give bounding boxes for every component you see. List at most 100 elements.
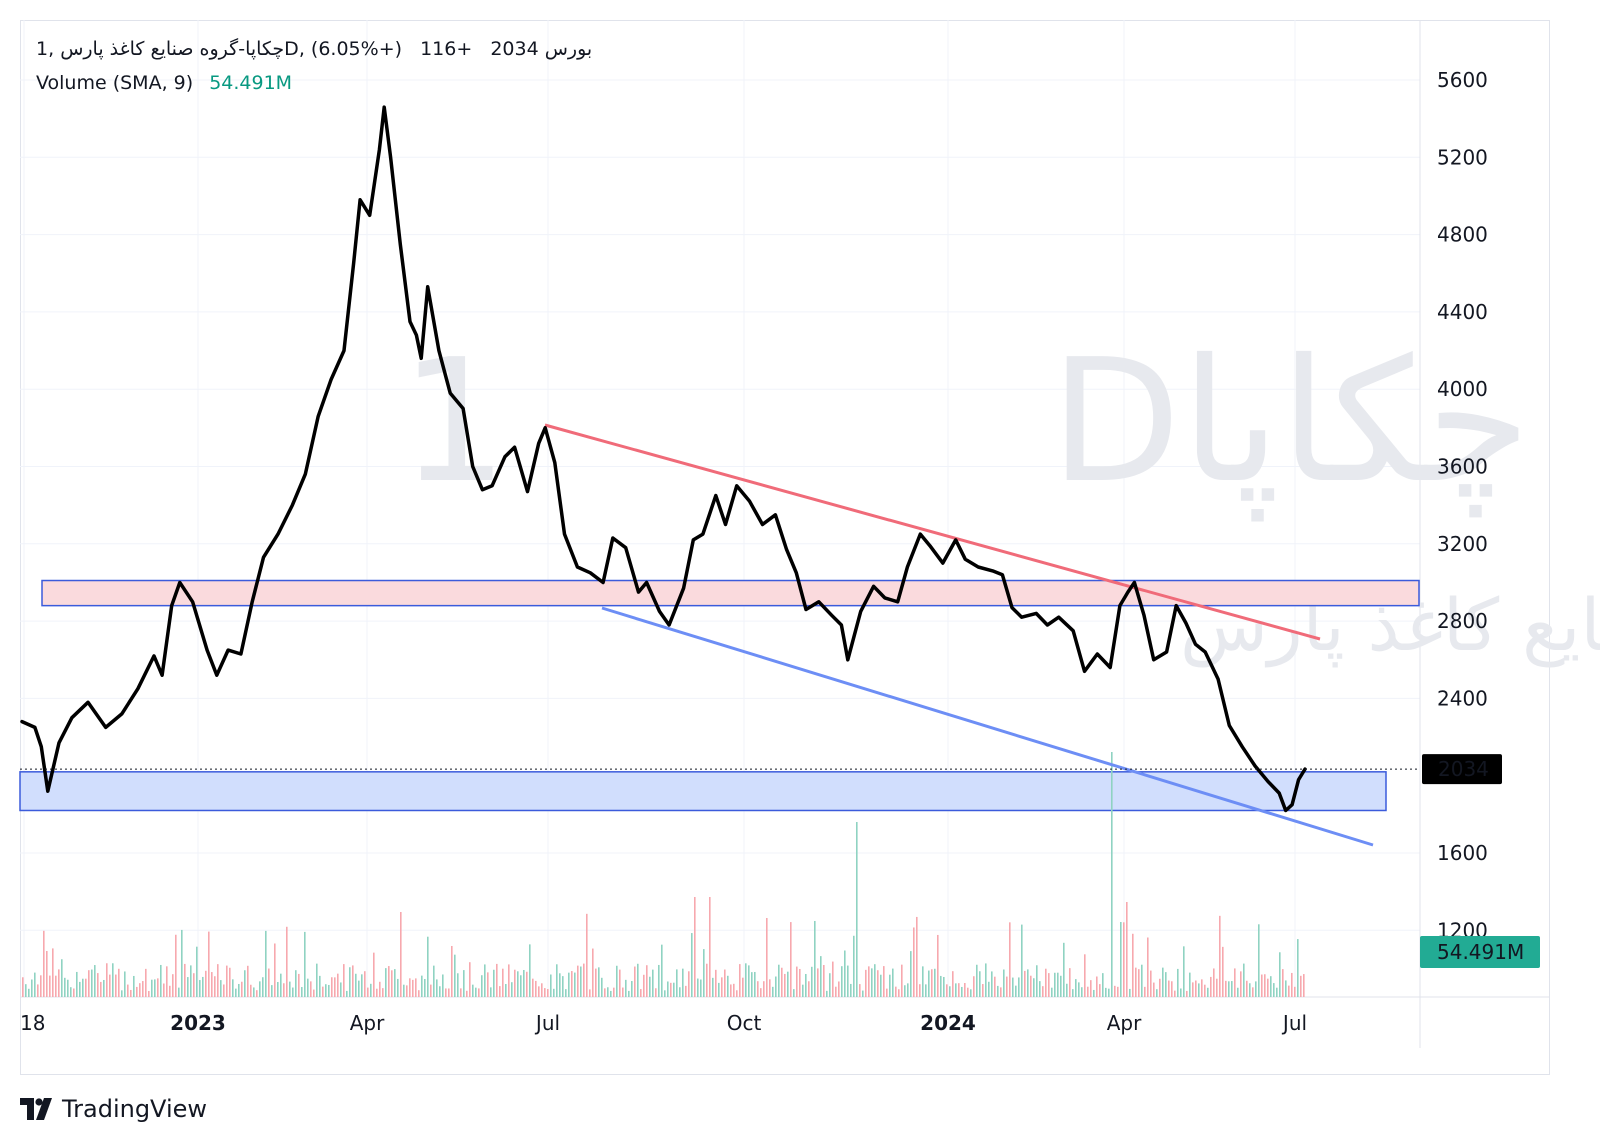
volume-bar xyxy=(94,965,96,997)
volume-bar xyxy=(634,966,636,997)
volume-bar xyxy=(1159,978,1161,997)
volume-bar xyxy=(271,985,273,997)
last-price-tag-bg xyxy=(1422,754,1502,785)
x-tick-label: Apr xyxy=(1107,1011,1142,1035)
volume-bar xyxy=(1222,946,1224,997)
symbol-legend[interactable]: 1, چکاپا-گروه صنایع کاغذ پارسD, بورس 203… xyxy=(36,38,593,60)
volume-bar xyxy=(520,975,522,997)
zones xyxy=(19,579,1420,812)
volume-bar xyxy=(622,987,624,997)
volume-bar xyxy=(328,984,330,997)
volume-bar xyxy=(466,990,468,997)
volume-bar xyxy=(154,979,156,997)
volume-bar xyxy=(1294,986,1296,997)
volume-bar xyxy=(1054,972,1056,997)
volume-bar xyxy=(175,934,177,997)
volume-bar xyxy=(463,970,465,997)
volume-bar xyxy=(964,983,966,997)
volume-bar xyxy=(970,989,972,997)
volume-bar xyxy=(61,959,63,997)
volume-bar xyxy=(1150,970,1152,997)
volume-bar xyxy=(652,969,654,997)
volume-bar xyxy=(343,964,345,997)
volume-bar xyxy=(1231,981,1233,997)
volume-bar xyxy=(1138,969,1140,997)
volume-bar xyxy=(1132,933,1134,997)
volume-bar xyxy=(835,986,837,997)
volume-bar xyxy=(1174,990,1176,997)
volume-bar xyxy=(1129,988,1131,997)
volume-bar xyxy=(262,977,264,997)
volume-bar xyxy=(736,990,738,997)
volume-bar xyxy=(1048,973,1050,997)
volume-bar xyxy=(436,979,438,997)
volume-bar xyxy=(946,984,948,997)
volume-bar xyxy=(1192,982,1194,997)
volume-bar xyxy=(388,966,390,997)
volume-bar xyxy=(148,990,150,997)
volume-bar xyxy=(139,983,141,997)
volume-bar xyxy=(1126,902,1128,997)
last-price-tag: 2034 xyxy=(1422,754,1502,785)
volume-bar xyxy=(529,944,531,997)
volume-bar xyxy=(151,979,153,997)
volume-bar xyxy=(712,977,714,997)
volume-bar xyxy=(1012,977,1014,997)
volume-bar xyxy=(1063,942,1065,997)
volume-bar xyxy=(1201,979,1203,997)
volume-bar xyxy=(658,964,660,997)
volume-bar xyxy=(769,979,771,997)
volume-bar xyxy=(1018,977,1020,997)
volume-bar xyxy=(1024,970,1026,997)
volume-bar xyxy=(25,984,27,997)
volume-bar xyxy=(802,984,804,997)
volume-bar xyxy=(694,897,696,997)
volume-bar xyxy=(1108,988,1110,997)
volume-bar xyxy=(553,988,555,997)
volume-bar xyxy=(598,967,600,997)
volume-bar xyxy=(853,935,855,997)
volume-bar xyxy=(592,948,594,997)
volume-bar xyxy=(580,966,582,997)
volume-bar xyxy=(1120,922,1122,997)
time-axis[interactable]: 18 2023 Apr Jul Oct 2024 Apr Jul xyxy=(20,1011,1307,1035)
y-tick-label: 2800 xyxy=(1437,609,1488,633)
volume-tag-text: 54.491M xyxy=(1437,940,1524,964)
volume-bar xyxy=(847,965,849,997)
volume-bar xyxy=(667,981,669,997)
volume-bar xyxy=(778,964,780,997)
volume-bar xyxy=(766,917,768,997)
chart-frame xyxy=(20,20,1550,1075)
tradingview-brand[interactable]: TradingView xyxy=(20,1095,207,1123)
volume-bar xyxy=(226,965,228,997)
volume-bar xyxy=(859,984,861,997)
volume-bar xyxy=(58,969,60,997)
y-tick-label: 3600 xyxy=(1437,455,1488,479)
volume-bar xyxy=(889,974,891,997)
volume-bar xyxy=(34,972,36,997)
volume-bar xyxy=(655,988,657,997)
volume-bar xyxy=(220,980,222,997)
volume-bar xyxy=(1207,987,1209,997)
volume-bar xyxy=(934,968,936,997)
volume-bar xyxy=(193,973,195,997)
volume-bar xyxy=(1051,987,1053,997)
x-tick-label: 2024 xyxy=(920,1011,976,1035)
volume-bar xyxy=(1021,924,1023,997)
change-pct-text: (+6.05%) xyxy=(310,38,403,60)
volume-bar xyxy=(487,972,489,997)
volume-bar xyxy=(88,970,90,997)
volume-bar xyxy=(1168,980,1170,997)
x-tick-label: Oct xyxy=(727,1011,762,1035)
volume-bar xyxy=(550,974,552,997)
volume-bar xyxy=(895,986,897,997)
volume-bar xyxy=(556,964,558,997)
volume-bar xyxy=(1111,752,1113,997)
volume-bar xyxy=(916,916,918,997)
volume-bar xyxy=(1234,968,1236,997)
volume-bar xyxy=(808,981,810,997)
y-tick-label: 3200 xyxy=(1437,532,1488,556)
volume-bar xyxy=(532,978,534,997)
volume-legend[interactable]: Volume (SMA, 9) 54.491M xyxy=(36,72,292,94)
